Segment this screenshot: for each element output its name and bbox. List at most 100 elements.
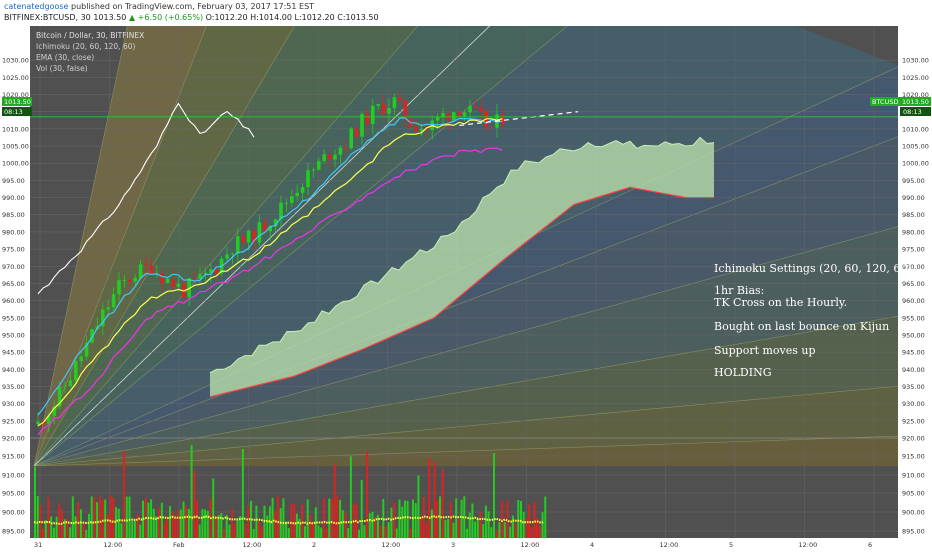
candle-down bbox=[500, 114, 505, 125]
candle-up bbox=[311, 169, 316, 171]
candle-up bbox=[101, 309, 105, 327]
volume-bar bbox=[152, 508, 155, 538]
volume-bar bbox=[379, 525, 382, 538]
x-tick: 12:00 bbox=[521, 541, 540, 549]
x-tick: Feb bbox=[173, 541, 185, 549]
y-tick-right: 945.00 bbox=[902, 349, 925, 357]
candle-down bbox=[149, 265, 154, 275]
volume-bar bbox=[387, 522, 390, 538]
volume-bar bbox=[403, 500, 406, 538]
gann-fan-line bbox=[33, 26, 419, 467]
volume-bar bbox=[82, 523, 85, 538]
volume-bar bbox=[525, 517, 528, 538]
candle-up bbox=[268, 226, 272, 232]
volume-bar bbox=[295, 513, 298, 538]
chart-svg[interactable]: 1030.00 1030.00 1025.00 1025.00 1020.00 1020.… bbox=[0, 26, 932, 550]
legend-ema[interactable]: EMA (30, close) bbox=[36, 53, 94, 62]
annotation-bias-label: 1hr Bias: bbox=[714, 284, 764, 297]
volume-bar bbox=[309, 514, 312, 538]
volume-bar bbox=[139, 524, 142, 538]
volume-bar bbox=[125, 496, 128, 538]
volume-bar bbox=[358, 529, 360, 538]
y-tick-left: 960.00 bbox=[2, 297, 25, 305]
last-price: 1013.50 bbox=[93, 13, 127, 22]
senkou-span-a bbox=[209, 136, 715, 374]
volume-bar bbox=[514, 523, 517, 538]
y-tick-right: 970.00 bbox=[902, 263, 925, 271]
y-tick-right: 1010.00 bbox=[902, 125, 929, 133]
volume-bar bbox=[363, 525, 366, 538]
volume-bar bbox=[252, 528, 255, 538]
y-tick-left: 930.00 bbox=[2, 400, 25, 408]
candle-up bbox=[225, 254, 229, 259]
volume-bar bbox=[371, 511, 374, 538]
volume-bar bbox=[123, 450, 126, 538]
candle-up bbox=[300, 186, 305, 193]
candle-up bbox=[52, 406, 56, 416]
candle-down bbox=[214, 269, 218, 274]
price-tag-right: BTCUSD 1013.50 08:13 bbox=[870, 97, 931, 116]
volume-bar bbox=[34, 467, 36, 538]
x-tick: 12:00 bbox=[799, 541, 818, 549]
candle-up bbox=[306, 170, 310, 187]
volume-bar bbox=[42, 529, 45, 538]
y-tick-right: 990.00 bbox=[902, 194, 925, 202]
y-tick-right: 925.00 bbox=[902, 417, 925, 425]
volume-bar bbox=[511, 515, 514, 538]
volume-bar bbox=[196, 500, 198, 538]
legend-volume[interactable]: Vol (30, false) bbox=[36, 64, 88, 73]
legend-ichimoku[interactable]: Ichimoku (20, 60, 120, 60) bbox=[36, 42, 135, 51]
volume-bar bbox=[444, 520, 447, 538]
y-tick-right: 935.00 bbox=[902, 383, 925, 391]
candle-up bbox=[468, 106, 472, 113]
candle-down bbox=[365, 113, 370, 124]
candle-down bbox=[241, 236, 245, 243]
x-tick: 12:00 bbox=[382, 541, 401, 549]
volume-bar bbox=[212, 478, 215, 538]
volume-bar bbox=[79, 509, 82, 538]
gann-fan-line bbox=[33, 26, 295, 467]
volume-bar bbox=[158, 507, 161, 538]
volume-bar bbox=[55, 516, 58, 538]
price-tag-right-symbol: BTCUSD bbox=[872, 98, 898, 106]
volume-bar bbox=[482, 524, 485, 538]
author-link[interactable]: catenatedgoose bbox=[4, 2, 69, 11]
ema-projection-line bbox=[459, 111, 579, 127]
volume-bar bbox=[71, 496, 74, 538]
volume-bar bbox=[201, 509, 204, 538]
volume-bar bbox=[217, 515, 220, 538]
candle-up bbox=[138, 264, 143, 278]
candle-down bbox=[354, 128, 359, 137]
volume-bar bbox=[447, 518, 450, 538]
volume-bar bbox=[117, 508, 120, 538]
candle-up bbox=[111, 294, 116, 308]
volume-bar bbox=[541, 512, 544, 538]
volume-bar bbox=[360, 479, 363, 538]
price-tag-left-value: 1013.50 bbox=[4, 98, 31, 106]
y-tick-right: 975.00 bbox=[902, 246, 925, 254]
volume-bar bbox=[268, 506, 271, 538]
candle-up bbox=[68, 380, 73, 387]
y-tick-left: 985.00 bbox=[2, 211, 25, 219]
x-tick: 31 bbox=[34, 541, 42, 549]
candle-up bbox=[376, 104, 380, 106]
volume-bar bbox=[398, 499, 401, 538]
volume-bar bbox=[96, 502, 99, 538]
candle-up bbox=[360, 113, 364, 137]
chart-plot[interactable]: 1030.00 1030.00 1025.00 1025.00 1020.00 1020.… bbox=[0, 26, 932, 550]
volume-bar bbox=[439, 496, 441, 538]
candle-down bbox=[425, 128, 429, 131]
volume-bar bbox=[503, 522, 506, 538]
high-value: H:1014.00 bbox=[250, 13, 292, 22]
candle-up bbox=[165, 278, 170, 283]
volume-bar bbox=[244, 523, 247, 538]
volume-bar bbox=[484, 505, 487, 538]
volume-bar bbox=[536, 517, 539, 538]
candle-down bbox=[252, 230, 256, 243]
volume-bar bbox=[198, 524, 201, 538]
volume-bar bbox=[214, 515, 217, 538]
volume-bar bbox=[474, 521, 477, 538]
candle-up bbox=[435, 117, 440, 121]
volume-bar bbox=[50, 516, 53, 538]
candle-up bbox=[295, 192, 299, 197]
